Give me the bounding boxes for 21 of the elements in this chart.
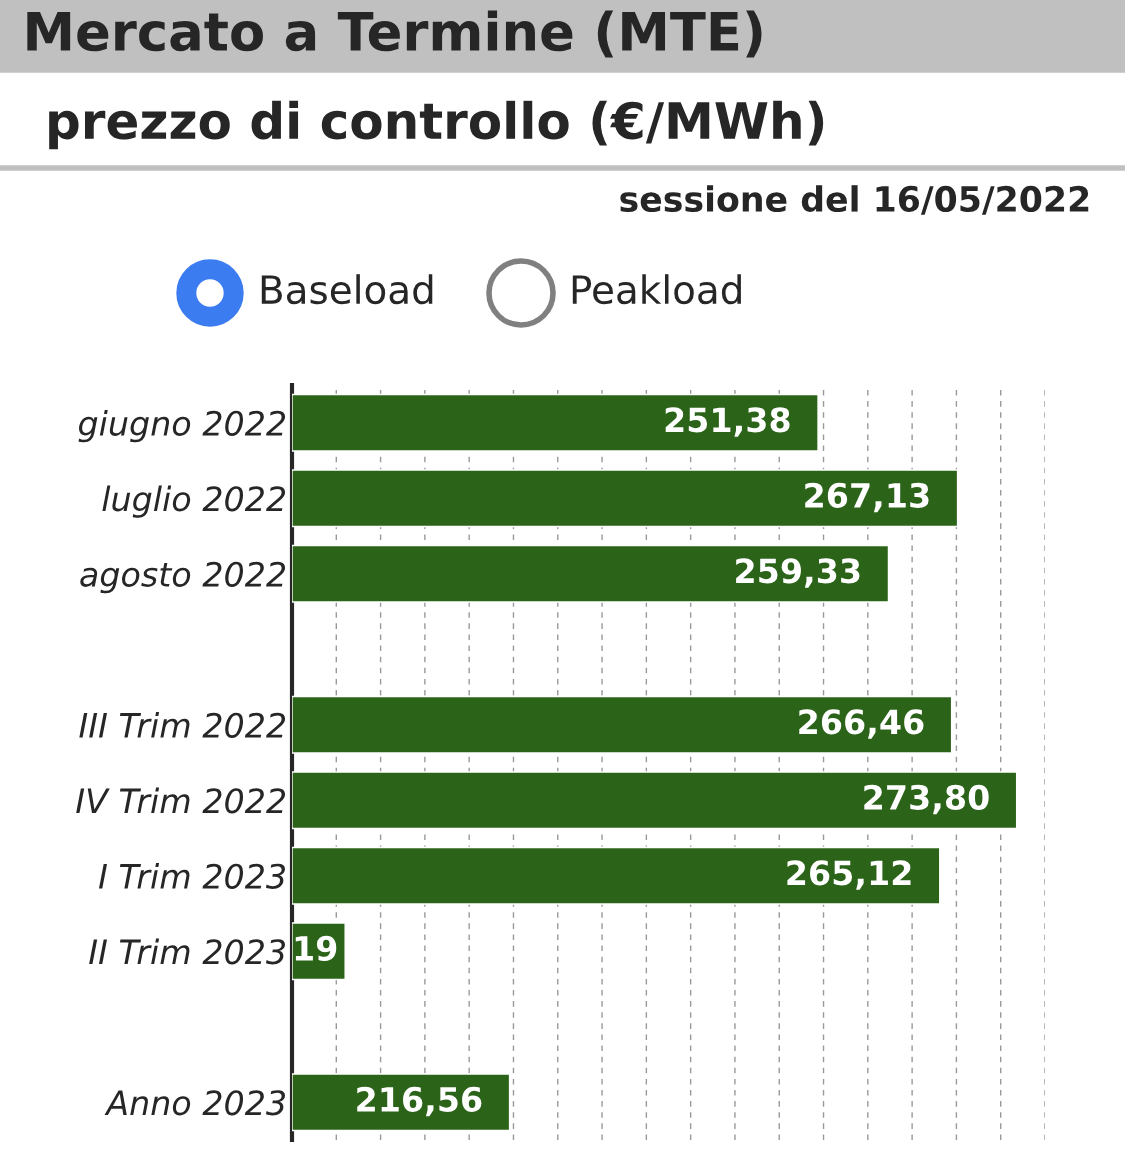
chart-title: Mercato a Termine (MTE) <box>27 10 762 58</box>
data-label: 266,46 <box>799 709 924 739</box>
text: sessione del 16/05/2022 <box>620 185 1089 215</box>
y-tick-label: giugno 2022 <box>78 410 286 443</box>
data-label: 273,80 <box>864 784 989 815</box>
data-label: 251,38 <box>665 407 790 437</box>
y-tick-label: agosto 2022 <box>80 561 286 594</box>
chart-subtitle: prezzo di controllo (€/MWh) <box>49 100 824 150</box>
y-tick-label: Anno 2023 <box>104 1090 285 1116</box>
text: Peakload <box>572 274 741 305</box>
y-tick-label: I Trim 2023 <box>98 863 285 889</box>
y-tick-label: II Trim 2023 <box>89 938 285 965</box>
data-label: 216,56 <box>357 1086 482 1117</box>
y-tick-label: luglio 2022 <box>102 485 286 518</box>
data-label: 265,12 <box>787 860 911 890</box>
data-label: 259,33 <box>736 558 860 588</box>
annotation: 19 <box>295 935 337 961</box>
y-tick-label: IV Trim 2022 <box>76 787 286 814</box>
text: Baseload <box>261 274 433 305</box>
y-tick-label: III Trim 2022 <box>79 712 286 738</box>
data-label: 267,13 <box>805 482 929 513</box>
